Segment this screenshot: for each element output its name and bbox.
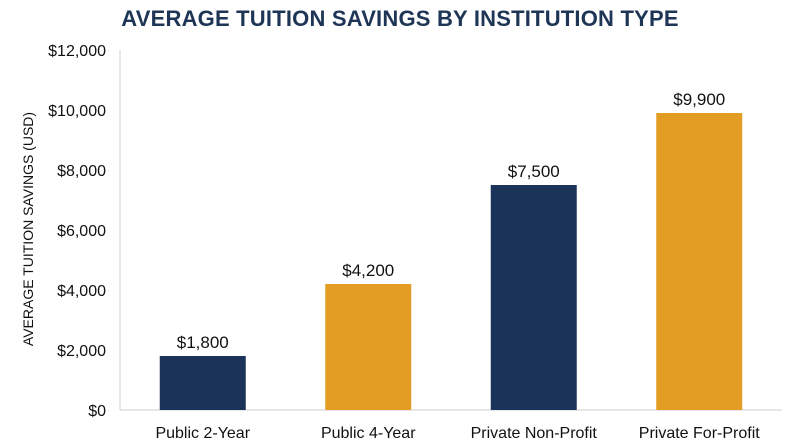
bar	[325, 284, 412, 410]
x-category-label: Public 4-Year	[321, 425, 416, 442]
bar	[490, 185, 577, 410]
x-category-label: Private For-Profit	[639, 425, 760, 442]
x-category-label: Private Non-Profit	[471, 425, 598, 442]
bar-value-label: $1,800	[177, 333, 229, 352]
y-axis-title: AVERAGE TUITION SAVINGS (USD)	[20, 112, 36, 346]
y-tick-label: $2,000	[57, 343, 106, 360]
y-tick-label: $10,000	[48, 103, 106, 120]
y-tick-label: $12,000	[48, 43, 106, 60]
bar	[159, 356, 246, 410]
bar-value-label: $7,500	[508, 162, 560, 181]
y-tick-label: $0	[88, 403, 106, 420]
y-tick-label: $6,000	[57, 223, 106, 240]
bar-value-label: $4,200	[342, 261, 394, 280]
bar-value-label: $9,900	[673, 90, 725, 109]
x-category-label: Public 2-Year	[155, 425, 250, 442]
bar	[656, 113, 743, 410]
y-tick-label: $8,000	[57, 163, 106, 180]
chart-title: AVERAGE TUITION SAVINGS BY INSTITUTION T…	[121, 6, 679, 31]
y-tick-label: $4,000	[57, 283, 106, 300]
